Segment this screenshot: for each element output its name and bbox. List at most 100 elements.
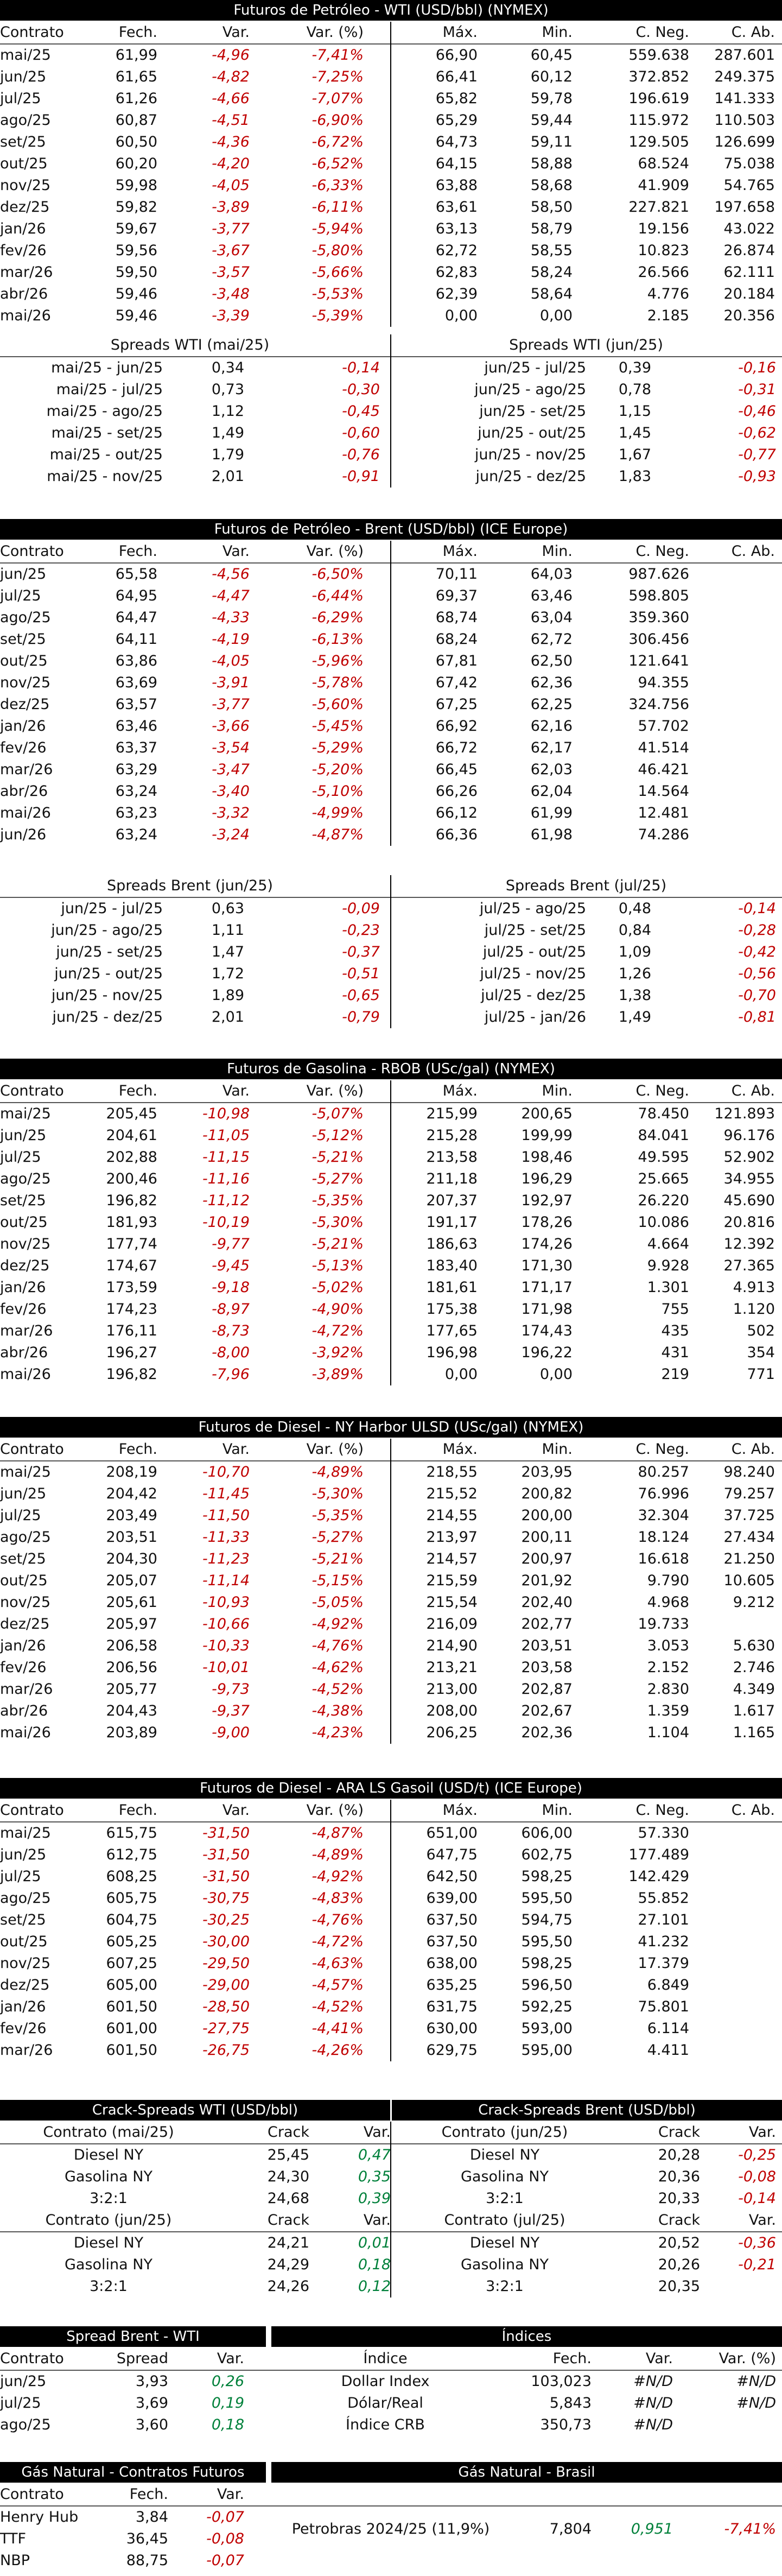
wti-table-header-row-cell: Var. (222, 24, 250, 41)
gasoil-table-header-row-cell: C. Neg. (635, 1802, 689, 1819)
wti-table-row-cell: set/25 (0, 134, 46, 150)
rbob-table-row-cell: 755 (661, 1301, 689, 1318)
brent-table-row-cell: 66,26 (435, 783, 478, 800)
rbob-table-row-cell: -5,13% (311, 1257, 364, 1274)
spread-bw-row-cell: 3,60 (135, 2416, 168, 2433)
crack-wti-row: Gasolina NY 24,29 0,18 (0, 2254, 782, 2276)
brent-table-row-cell: 62,25 (530, 696, 573, 713)
crack-brent-row: Diesel NY 20,28 -0,25 (0, 2144, 782, 2166)
ulsd-table-row: fev/26 206,56 -10,01 -4,62% 213,21 203,58 2.15… (0, 1657, 782, 1679)
indices-row: Índice CRB 350,73 #N/D (0, 2414, 782, 2436)
brent-table-row-cell: 66,72 (435, 739, 478, 756)
wti-table-row-cell: -5,66% (311, 264, 364, 281)
brent-table-row-cell: 121.641 (628, 653, 689, 669)
crack-brent-row-cell: -0,25 (738, 2147, 776, 2163)
wti-table-row-cell: 115.972 (628, 112, 689, 129)
ulsd-table-row-cell: 4.349 (733, 1681, 775, 1698)
rbob-table-row-cell: 177,65 (426, 1322, 478, 1339)
brent-table-row-cell: -6,50% (311, 566, 364, 583)
brent-spreads-left-row-cell: -0,79 (342, 1009, 380, 1026)
indices-row: Dólar/Real 5,843 #N/D #N/D (0, 2393, 782, 2414)
ulsd-table-row-cell: 204,42 (106, 1485, 157, 1502)
rbob-table-row: mar/26 176,11 -8,73 -4,72% 177,65 174,43 435 50… (0, 1320, 782, 1342)
brent-table-row-cell: fev/26 (0, 739, 47, 756)
ulsd-table-row-cell: 18.124 (638, 1529, 689, 1546)
crack-brent-row-cell: Gasolina NY (461, 2256, 549, 2273)
brent-table-row-cell: 66,45 (435, 761, 478, 778)
brent-table-row-cell: 62,36 (530, 674, 573, 691)
ulsd-table-row-cell: -5,30% (311, 1485, 364, 1502)
rbob-table-row-cell: 196,82 (106, 1366, 157, 1383)
brent-table-row-cell: -3,40 (212, 783, 250, 800)
ulsd-table-header-row-cell: C. Neg. (635, 1441, 689, 1458)
brent-table-header-row-cell: Fech. (118, 543, 157, 560)
brent-table-row-cell: -5,10% (311, 783, 364, 800)
gasoil-table-row-cell: 637,50 (426, 1912, 478, 1928)
wti-table-row-cell: abr/26 (0, 286, 48, 302)
brent-table-header-row-cell: C. Ab. (731, 543, 775, 560)
rbob-table-row-cell: 200,46 (106, 1170, 157, 1187)
wti-table-row-cell: -3,39 (212, 307, 250, 324)
gasoil-table-row-cell: 27.101 (638, 1912, 689, 1928)
ulsd-table-row-cell: 214,55 (426, 1507, 478, 1524)
brent-table-row: fev/26 63,37 -3,54 -5,29% 66,72 62,17 41.514 (0, 737, 782, 759)
ulsd-table-header-row-cell: Var. (222, 1441, 250, 1458)
brent-spreads-right-row-cell: jul/25 - jan/26 (484, 1009, 586, 1026)
rbob-table-row-cell: 191,17 (426, 1214, 478, 1231)
ulsd-table-row-cell: -5,35% (311, 1507, 364, 1524)
rbob-table-row-cell: 204,61 (106, 1127, 157, 1144)
column-divider (390, 22, 391, 327)
brent-table-row-cell: 62,16 (530, 718, 573, 735)
gasoil-table-row-cell: -31,50 (202, 1846, 250, 1863)
gas-br-row-cell: 0,951 (631, 2521, 673, 2537)
crack-wti-row: 3:2:1 24,26 0,12 (0, 2276, 782, 2297)
ulsd-table-row-cell: -10,33 (202, 1637, 250, 1654)
rbob-table-row-cell: -11,05 (202, 1127, 250, 1144)
rbob-table-row-cell: 215,99 (426, 1105, 478, 1122)
brent-spreads-left-row-cell: jun/25 - jul/25 (61, 900, 163, 917)
wti-table-row-cell: 61,99 (115, 47, 157, 64)
crack-brent-row-cell: 20,35 (658, 2278, 700, 2295)
rbob-table-row-cell: set/25 (0, 1192, 46, 1209)
gasoil-table-row-cell: 601,50 (106, 1998, 157, 2015)
gas-header: Contrato Fech. Var. (0, 2484, 782, 2507)
rbob-table-row-cell: 96.176 (723, 1127, 775, 1144)
ulsd-table-row-cell: 213,97 (426, 1529, 478, 1546)
wti-spreads-left-row-cell: -0,76 (342, 446, 380, 463)
rbob-table-row-cell: -4,90% (311, 1301, 364, 1318)
ulsd-table-row-cell: -11,33 (202, 1529, 250, 1546)
ulsd-table-row: jul/25 203,49 -11,50 -5,35% 214,55 200,00 32.3… (0, 1505, 782, 1527)
crack-wti-row-cell: Gasolina NY (65, 2168, 152, 2185)
wti-table-row-cell: -3,77 (212, 220, 250, 237)
brent-table-row-cell: 64,95 (115, 587, 157, 604)
brent-table-row-cell: set/25 (0, 631, 46, 648)
gas-header-cell: Var. (217, 2486, 244, 2503)
gasoil-table-row-cell: -4,57% (311, 1977, 364, 1993)
rbob-table-row-cell: -11,15 (202, 1149, 250, 1166)
wti-table-row-cell: 58,64 (530, 286, 573, 302)
brent-table-row-cell: -3,32 (212, 805, 250, 821)
indices-row: Dollar Index 103,023 #N/D #N/D (0, 2371, 782, 2393)
column-divider (390, 1800, 391, 2061)
brent-spreads-right-row: jul/25 - out/25 1,09 -0,42 (0, 941, 782, 963)
brent-spreads-left-row-cell: -0,37 (342, 944, 380, 960)
gasoil-table-row-cell: 75.801 (638, 1998, 689, 2015)
rbob-table-header-row-cell: C. Ab. (731, 1083, 775, 1099)
gasoil-table-row-cell: 602,75 (521, 1846, 573, 1863)
ulsd-table-row-cell: 218,55 (426, 1464, 478, 1480)
wti-table-row: abr/26 59,46 -3,48 -5,53% 62,39 58,64 4.776 20.… (0, 283, 782, 305)
wti-table-row: dez/25 59,82 -3,89 -6,11% 63,61 58,50 227.821 1… (0, 197, 782, 218)
wti-table-row-cell: 559.638 (628, 47, 689, 64)
rbob-table-row-cell: jan/26 (0, 1279, 46, 1296)
rbob-table-row-cell: 171,30 (521, 1257, 573, 1274)
wti-spreads-left-row: mai/25 - nov/25 2,01 -0,91 (0, 466, 782, 488)
wti-spreads-left-title: Spreads WTI (mai/25) (110, 337, 270, 353)
gasoil-table-row-cell: 593,00 (521, 2020, 573, 2037)
wti-spreads-left-row-cell: 1,49 (211, 425, 244, 441)
indices-header-cell: Var. (%) (719, 2350, 776, 2367)
wti-table-row-cell: 20.184 (723, 286, 775, 302)
ulsd-table-row-cell: 76.996 (638, 1485, 689, 1502)
crack-brent-row: Gasolina NY 20,36 -0,08 (0, 2166, 782, 2188)
ulsd-table-row-cell: 203,89 (106, 1724, 157, 1741)
brent-spreads-left-row-cell: jun/25 - set/25 (56, 944, 163, 960)
